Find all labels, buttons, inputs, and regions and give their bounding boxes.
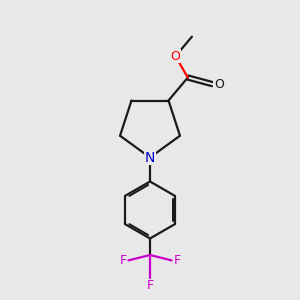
Text: F: F [173, 254, 181, 267]
Text: O: O [171, 50, 180, 63]
Text: F: F [119, 254, 127, 267]
Text: F: F [146, 279, 154, 292]
Text: N: N [145, 151, 155, 164]
Text: O: O [214, 78, 224, 91]
